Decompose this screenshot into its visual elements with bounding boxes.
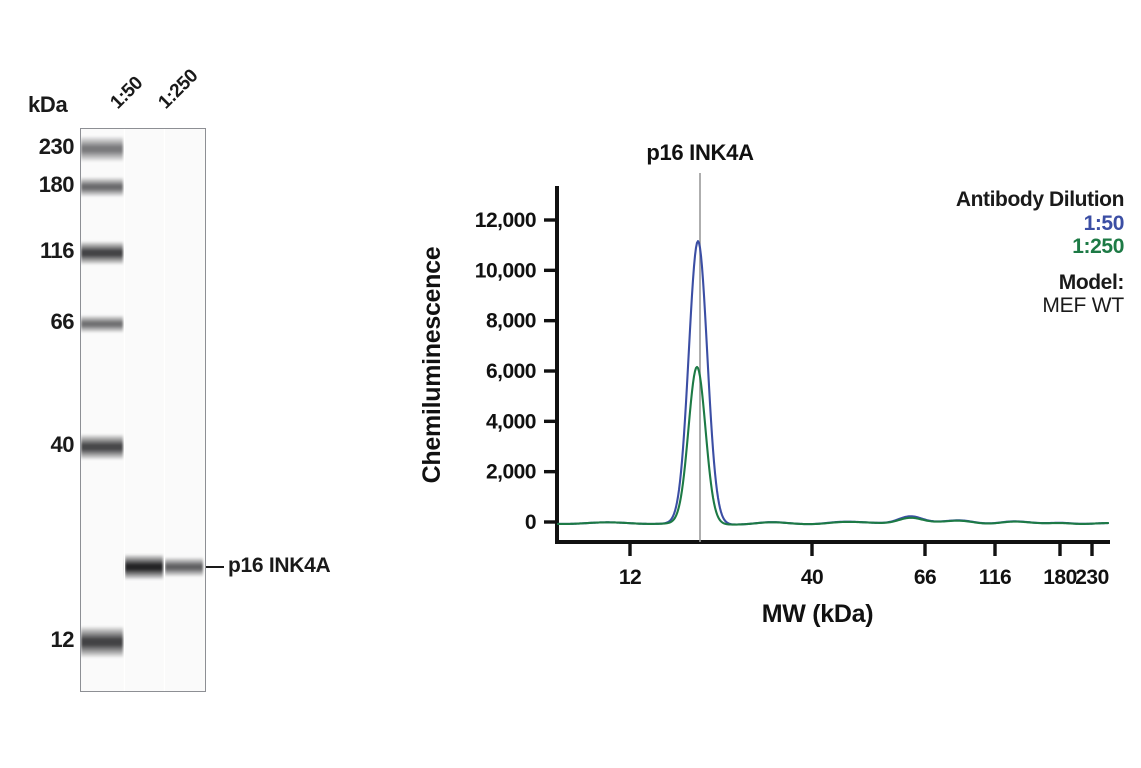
lane-dilution-1-250 xyxy=(165,129,203,691)
mw-marker-12: 12 xyxy=(50,627,75,652)
y-tick-label-6000: 6,000 xyxy=(486,360,536,383)
blot-image xyxy=(80,128,206,692)
x-axis-title: MW (kDa) xyxy=(762,600,873,628)
target-band-label: p16 INK4A xyxy=(228,554,331,577)
mw-marker-66: 66 xyxy=(50,309,75,334)
y-tick-label-12000: 12,000 xyxy=(475,209,536,232)
lane-header-1-50: 1:50 xyxy=(106,72,148,114)
x-tick-label-12: 12 xyxy=(619,566,641,589)
electropherogram-panel: 0 2,000 4,000 6,000 8,000 10,000 12,000 12 40 66 1… xyxy=(400,0,1141,768)
trace-1-250 xyxy=(556,365,1110,526)
legend-dilution-heading: Antibody Dilution xyxy=(955,188,1125,211)
chart-axes xyxy=(555,186,1110,544)
x-tick-label-40: 40 xyxy=(801,566,823,589)
y-tick-label-0: 0 xyxy=(525,511,536,534)
x-tick-label-230: 230 xyxy=(1075,566,1109,589)
mw-marker-40: 40 xyxy=(50,432,75,457)
lane-header-1-250: 1:250 xyxy=(154,65,203,114)
lane-dilution-1-50 xyxy=(125,129,163,691)
lane-separator xyxy=(164,129,165,691)
kda-axis-title: kDa xyxy=(28,92,68,117)
y-axis-ticks: 0 2,000 4,000 6,000 8,000 10,000 12,000 xyxy=(475,209,557,534)
target-band-leader-line xyxy=(206,566,224,568)
y-tick-label-4000: 4,000 xyxy=(486,410,536,433)
sample-band-1-250 xyxy=(165,557,203,577)
chart-legend: Antibody Dilution 1:50 1:250 Model: MEF … xyxy=(955,188,1125,318)
x-tick-label-66: 66 xyxy=(914,566,936,589)
x-tick-label-116: 116 xyxy=(979,566,1011,589)
legend-series-1-50: 1:50 xyxy=(1083,211,1125,235)
lane-header-group: 1:50 1:250 xyxy=(0,0,400,130)
ladder-band-40 xyxy=(81,434,123,460)
western-blot-panel: kDa 230 180 116 66 40 12 1:50 1:250 p16 INK4A xyxy=(0,0,400,768)
peak-annotation-label: p16 INK4A xyxy=(646,140,754,165)
sample-band-1-50 xyxy=(125,554,163,580)
legend-model-value: MEF WT xyxy=(1042,294,1124,318)
y-tick-label-10000: 10,000 xyxy=(475,259,536,282)
ladder-band-180 xyxy=(81,177,123,197)
mw-marker-labels: 230 180 116 66 40 12 xyxy=(18,0,75,768)
lane-separator xyxy=(124,129,125,691)
ladder-band-12 xyxy=(81,626,123,658)
mw-marker-230: 230 xyxy=(38,134,75,159)
ladder-band-116 xyxy=(81,241,123,265)
x-tick-label-180: 180 xyxy=(1043,566,1077,589)
legend-series-1-250: 1:250 xyxy=(1072,235,1124,259)
ladder-band-230 xyxy=(81,136,123,162)
ladder-band-66 xyxy=(81,315,123,333)
y-tick-label-8000: 8,000 xyxy=(486,310,536,333)
mw-marker-180: 180 xyxy=(38,172,75,197)
mw-marker-116: 116 xyxy=(40,238,75,263)
y-tick-label-2000: 2,000 xyxy=(486,461,536,484)
legend-model-heading: Model: xyxy=(1058,270,1125,294)
lane-ladder xyxy=(81,129,123,691)
y-axis-title: Chemiluminescence xyxy=(418,246,446,483)
